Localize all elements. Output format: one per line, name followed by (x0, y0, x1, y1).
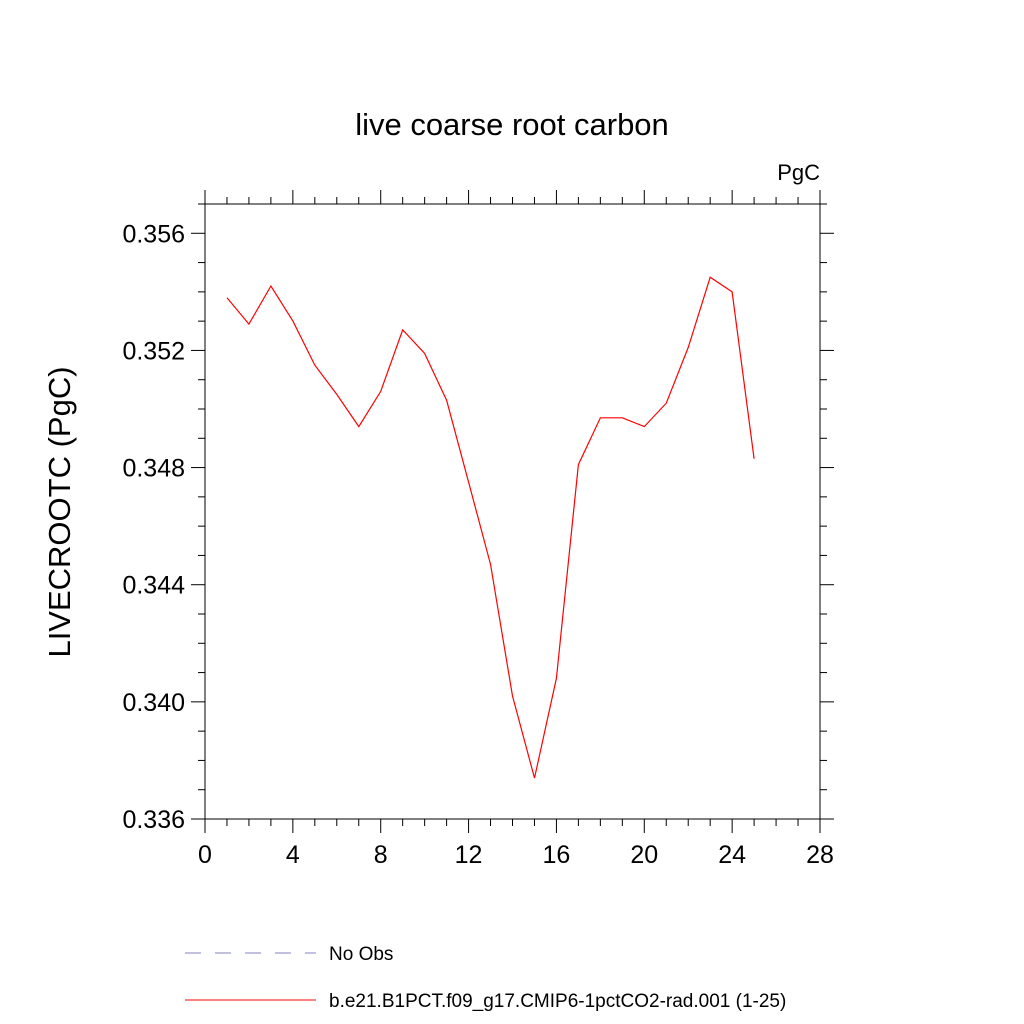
series-line (226, 276, 755, 779)
axis-ticks (191, 190, 834, 833)
x-tick-label: 20 (630, 841, 658, 869)
y-tick-label: 0.344 (122, 572, 185, 600)
legend-label: b.e21.B1PCT.f09_g17.CMIP6-1pctCO2-rad.00… (329, 991, 786, 1012)
y-tick-label: 0.336 (122, 806, 185, 834)
y-tick-label: 0.356 (122, 220, 185, 248)
x-tick-label: 24 (718, 841, 746, 869)
x-tick-label: 4 (286, 841, 300, 869)
plot-frame (204, 203, 821, 820)
axis-tick-labels: 0 4 8 12 16 20 24 28 0.336 0.340 0.344 0.348 0.352 0.… (122, 220, 833, 869)
y-tick-label: 0.348 (122, 455, 185, 483)
y-axis-label: LIVECROOTC (PgC) (42, 366, 77, 657)
x-tick-label: 16 (543, 841, 571, 869)
units-label: PgC (777, 160, 820, 185)
x-tick-label: 12 (455, 841, 483, 869)
legend-label: No Obs (329, 944, 393, 965)
y-tick-label: 0.352 (122, 337, 185, 365)
x-tick-label: 0 (198, 841, 212, 869)
y-tick-label: 0.340 (122, 689, 185, 717)
x-tick-label: 8 (374, 841, 388, 869)
chart-title: live coarse root carbon (355, 107, 669, 142)
legend: No Obs b.e21.B1PCT.f09_g17.CMIP6-1pctCO2-… (185, 944, 786, 1012)
series-layer (226, 276, 755, 779)
x-tick-label: 28 (806, 841, 834, 869)
